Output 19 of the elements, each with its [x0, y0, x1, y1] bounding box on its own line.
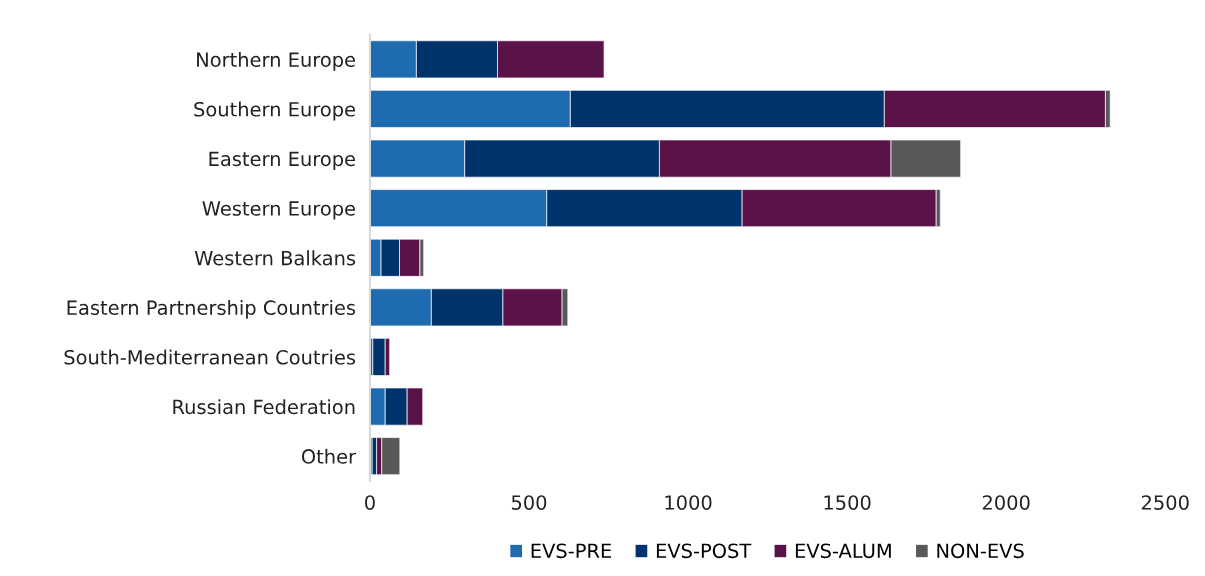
legend-label: EVS-ALUM — [795, 543, 891, 559]
legend-label: EVS-POST — [656, 543, 752, 559]
x-tick-label: 1000 — [665, 495, 712, 510]
y-tick-label: Northern Europe — [197, 51, 356, 71]
y-tick-label: Eastern Partnership Countries — [67, 299, 356, 319]
y-tick-label: Other — [301, 448, 357, 464]
x-tick-label: 2500 — [1141, 495, 1189, 510]
y-tick-label: Eastern Europe — [209, 151, 356, 170]
x-tick-label: 1500 — [824, 495, 871, 510]
x-tick-label: 0 — [365, 495, 375, 510]
y-tick-label: Southern Europe — [194, 101, 356, 121]
y-tick-label: Western Europe — [202, 201, 356, 220]
legend-label: EVS-PRE — [531, 543, 612, 559]
legend-label: NON-EVS — [937, 543, 1024, 559]
y-tick-label: South-Mediterranean Coutries — [64, 349, 356, 365]
y-tick-label: Russian Federation — [173, 399, 355, 415]
x-tick-label: 2000 — [982, 495, 1030, 510]
y-tick-label: Western Balkans — [194, 250, 356, 266]
x-tick-label: 500 — [511, 495, 547, 510]
